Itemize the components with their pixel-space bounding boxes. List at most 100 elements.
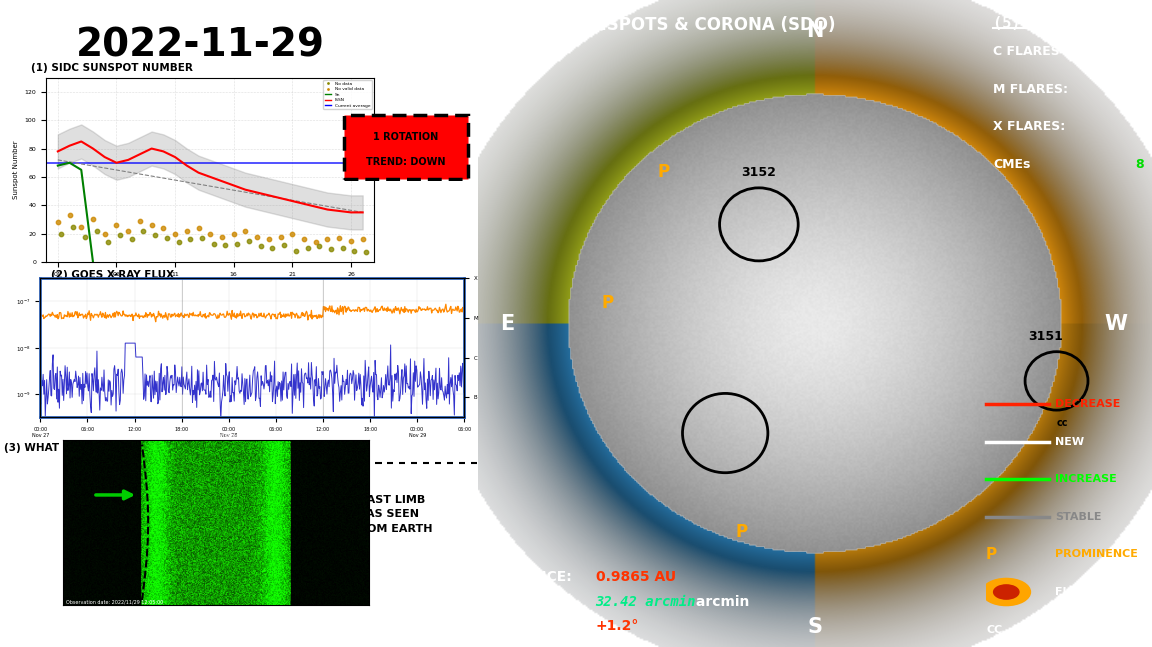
Text: (4) SUNSPOTS & CORONA (SDO): (4) SUNSPOTS & CORONA (SDO) xyxy=(536,16,835,34)
Text: (2) GOES X-RAY FLUX: (2) GOES X-RAY FLUX xyxy=(51,270,174,280)
Point xyxy=(251,241,270,252)
Point xyxy=(263,243,281,253)
Text: TREND: DOWN: TREND: DOWN xyxy=(366,157,446,167)
Point xyxy=(154,223,173,233)
Text: (5) 28 NOV: (5) 28 NOV xyxy=(993,16,1084,31)
Point xyxy=(60,210,78,221)
Point xyxy=(272,232,290,242)
Text: P: P xyxy=(601,294,613,312)
Point xyxy=(88,226,106,236)
Text: E: E xyxy=(500,314,515,333)
Point xyxy=(63,221,82,232)
Text: 0.9865 AU: 0.9865 AU xyxy=(596,570,676,584)
Point xyxy=(357,247,376,258)
Point xyxy=(122,234,141,245)
Text: DISTANCE:: DISTANCE: xyxy=(490,570,573,584)
Text: 3151: 3151 xyxy=(1028,331,1063,344)
Text: STABLE: STABLE xyxy=(1055,512,1101,522)
Text: EAST LIMB
AS SEEN
FROM EARTH: EAST LIMB AS SEEN FROM EARTH xyxy=(351,494,433,534)
Point xyxy=(248,232,266,242)
Point xyxy=(181,234,199,245)
Y-axis label: Latitude: Latitude xyxy=(35,509,40,536)
Text: 1 ROTATION: 1 ROTATION xyxy=(373,132,439,142)
Text: 0: 0 xyxy=(1135,120,1144,133)
Point xyxy=(318,234,336,245)
Text: CMEs: CMEs xyxy=(993,158,1030,171)
Point xyxy=(310,241,328,252)
Text: P: P xyxy=(986,547,998,562)
Point xyxy=(213,232,232,242)
Text: arcmin: arcmin xyxy=(691,595,750,609)
Text: CORONAL CAVITY: CORONAL CAVITY xyxy=(1055,624,1152,635)
Point xyxy=(99,237,118,247)
Text: N: N xyxy=(806,21,824,41)
Text: P: P xyxy=(658,163,669,181)
Text: PROMINENCE: PROMINENCE xyxy=(1055,549,1138,560)
Point xyxy=(354,234,372,245)
Text: +1.2°: +1.2° xyxy=(596,619,639,633)
Point xyxy=(275,240,294,250)
Point xyxy=(48,217,67,228)
Legend: No data, No valid data, Sn, ISSN, Current average: No data, No valid data, Sn, ISSN, Curren… xyxy=(323,80,372,109)
Point xyxy=(321,244,340,254)
Point xyxy=(119,226,137,236)
Text: DIAMETER:: DIAMETER: xyxy=(490,595,576,609)
Point xyxy=(134,226,152,236)
Text: (3) WHAT IS BEHIND THE EAST LIMB?: (3) WHAT IS BEHIND THE EAST LIMB? xyxy=(3,443,221,453)
Point xyxy=(96,228,114,239)
Point xyxy=(76,232,94,242)
Point xyxy=(228,239,247,249)
Text: FLARE: FLARE xyxy=(1055,587,1094,597)
Point xyxy=(111,230,129,240)
Point xyxy=(192,233,211,243)
Point xyxy=(200,228,219,239)
Point xyxy=(205,239,223,249)
Point xyxy=(259,234,278,245)
Text: cc: cc xyxy=(1056,419,1068,428)
Point xyxy=(189,223,207,233)
Point xyxy=(295,234,313,245)
Text: (1) SIDC SUNSPOT NUMBER: (1) SIDC SUNSPOT NUMBER xyxy=(31,63,194,73)
Point xyxy=(84,214,103,225)
Text: 2022-11-29: 2022-11-29 xyxy=(76,27,325,64)
Text: B4: B4 xyxy=(214,342,232,355)
Point xyxy=(346,245,364,256)
Text: 3152: 3152 xyxy=(742,166,776,179)
Text: 32.42 arcmin: 32.42 arcmin xyxy=(596,595,696,609)
Text: INCREASE: INCREASE xyxy=(1055,474,1117,485)
Point xyxy=(169,237,188,247)
Title: EUVI/AIA 195 Stonyhurst Heliographic (Earth-view): EUVI/AIA 195 Stonyhurst Heliographic (Ea… xyxy=(146,433,286,438)
Circle shape xyxy=(982,578,1030,606)
Point xyxy=(158,233,176,243)
Point xyxy=(73,221,91,232)
Text: DECREASE: DECREASE xyxy=(1055,399,1121,410)
Point xyxy=(143,220,161,230)
Point xyxy=(217,240,235,250)
Text: 0: 0 xyxy=(1135,45,1144,58)
Point xyxy=(166,228,184,239)
Text: S: S xyxy=(808,617,823,637)
Point xyxy=(334,243,353,253)
X-axis label: Longitude: Longitude xyxy=(200,625,232,630)
Text: CC: CC xyxy=(986,624,1002,635)
Circle shape xyxy=(993,585,1018,599)
Text: X FLARES:: X FLARES: xyxy=(993,120,1066,133)
Y-axis label: Sunspot Number: Sunspot Number xyxy=(13,140,20,199)
Point xyxy=(283,228,302,239)
Point xyxy=(130,215,149,226)
Point xyxy=(107,220,126,230)
Text: 8: 8 xyxy=(1136,158,1144,171)
Text: C FLARES: C FLARES xyxy=(993,45,1060,58)
Point xyxy=(177,226,196,236)
Text: NEW: NEW xyxy=(1055,437,1084,447)
Text: Observation date: 2022/11/29 12:05:00: Observation date: 2022/11/29 12:05:00 xyxy=(66,599,162,604)
Text: B ANGLE:: B ANGLE: xyxy=(490,619,562,633)
Point xyxy=(329,233,348,243)
Text: M FLARES:: M FLARES: xyxy=(993,83,1068,96)
Point xyxy=(146,230,165,240)
Point xyxy=(306,237,325,247)
FancyBboxPatch shape xyxy=(343,115,469,179)
Point xyxy=(287,245,305,256)
Point xyxy=(298,243,317,253)
Point xyxy=(342,236,361,246)
